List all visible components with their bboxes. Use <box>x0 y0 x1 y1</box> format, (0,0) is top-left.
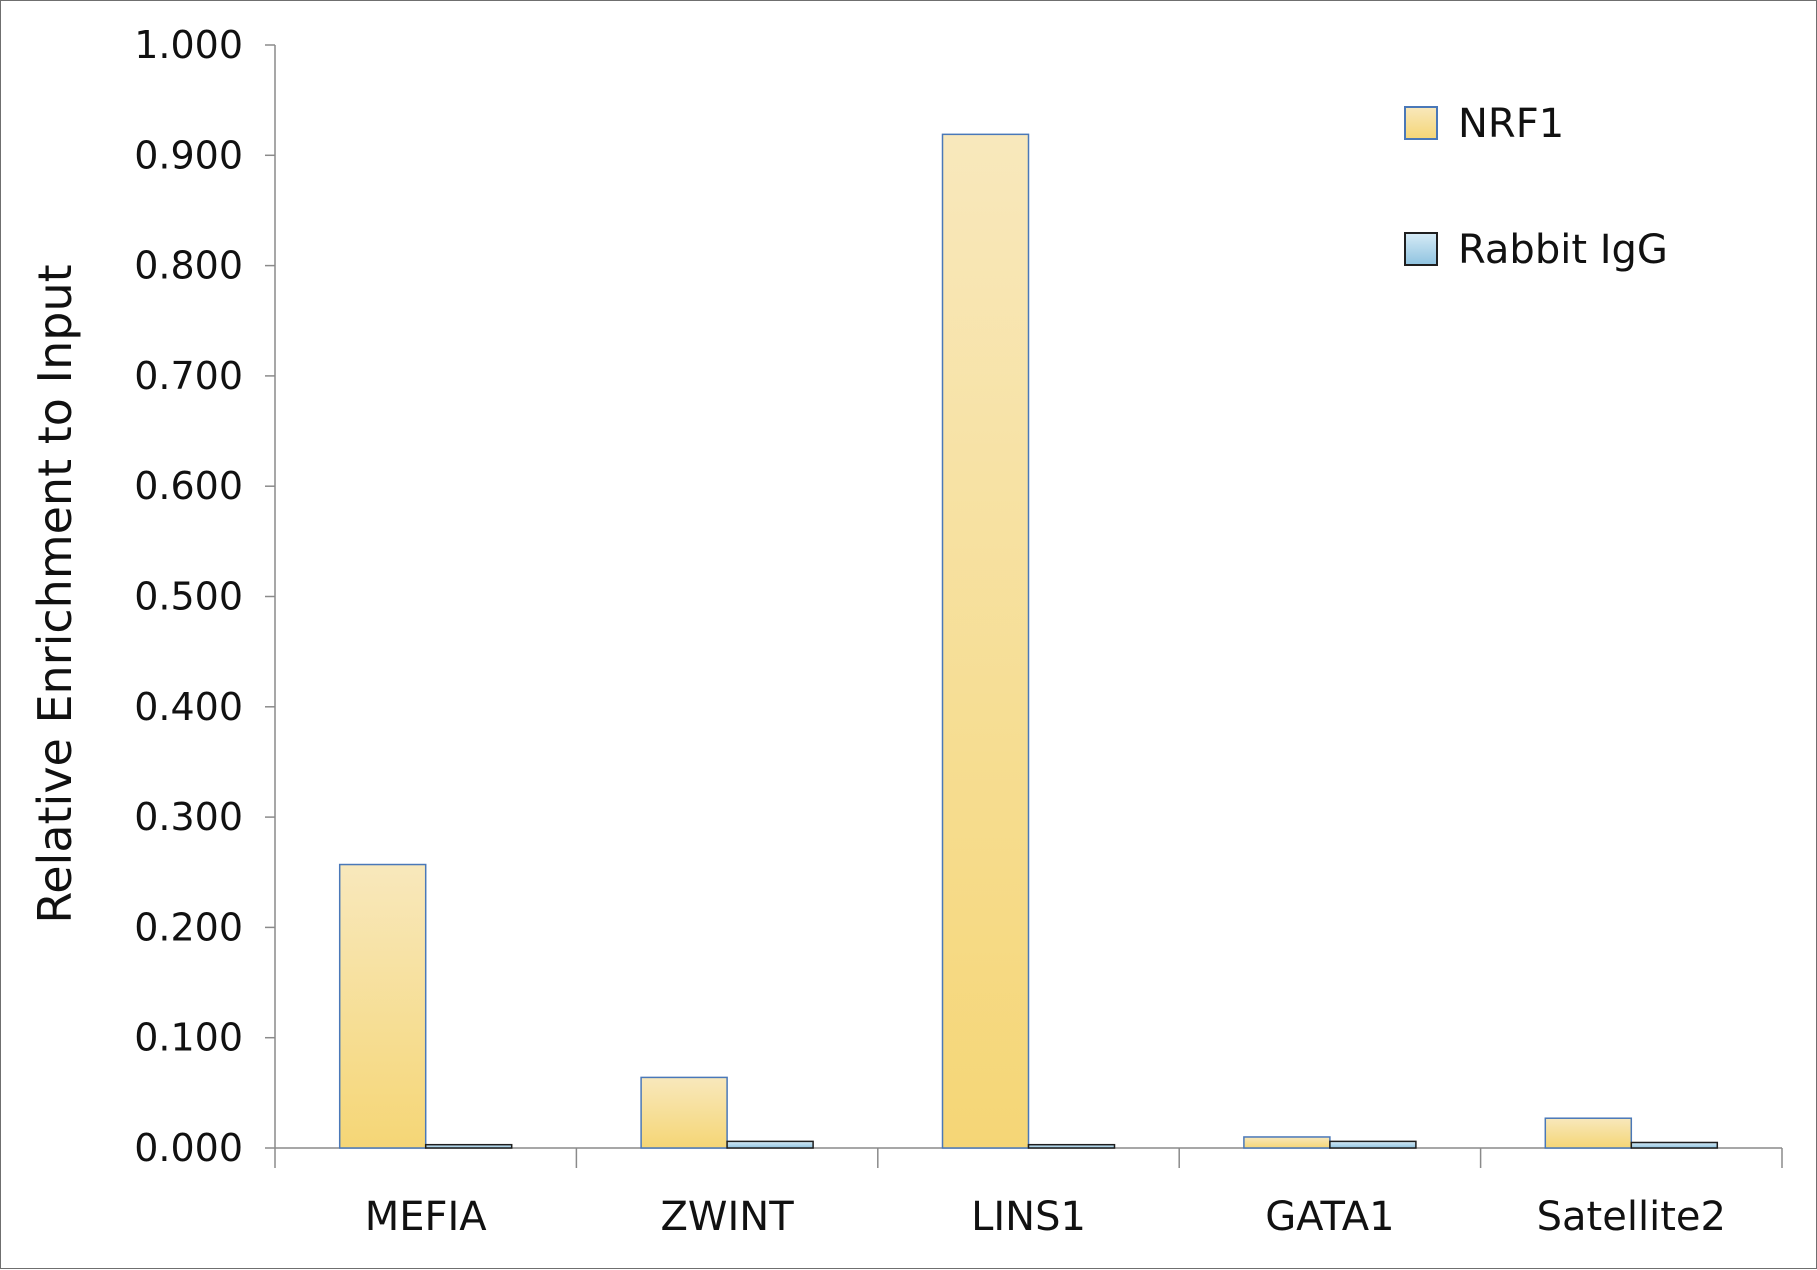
y-tick-label: 0.200 <box>134 905 243 949</box>
x-tick-label: LINS1 <box>971 1194 1086 1240</box>
y-tick-label: 0.700 <box>134 354 243 398</box>
y-tick-label: 0.300 <box>134 795 243 839</box>
bar-rabbit-igg-mefia <box>424 1143 513 1149</box>
x-tick-label: ZWINT <box>661 1194 795 1240</box>
y-tick-label: 1.000 <box>134 23 243 67</box>
x-tick-label: Satellite2 <box>1537 1194 1726 1240</box>
x-axis: MEFIA ZWINT LINS1 GATA1 Satellite2 <box>274 1147 1783 1240</box>
bars <box>338 133 1719 1149</box>
y-axis-title: Relative Enrichment to Input <box>28 264 82 923</box>
bar-nrf1-satellite2 <box>1544 1117 1633 1149</box>
bar-nrf1-lins1 <box>941 133 1030 1149</box>
y-tick-label: 0.900 <box>134 133 243 177</box>
x-tick-label: MEFIA <box>365 1194 488 1240</box>
bar-rabbit-igg-satellite2 <box>1630 1141 1719 1149</box>
bar-rabbit-igg-zwint <box>726 1140 814 1149</box>
x-tick-label: GATA1 <box>1265 1194 1394 1240</box>
legend-swatch <box>1404 106 1438 140</box>
bar-nrf1-mefia <box>338 863 427 1149</box>
y-tick-label: 0.400 <box>134 685 243 729</box>
legend: NRF1 Rabbit IgG <box>1404 101 1668 273</box>
legend-label: Rabbit IgG <box>1458 227 1668 273</box>
bar-nrf1-zwint <box>640 1076 728 1149</box>
y-tick-label: 0.800 <box>134 244 243 288</box>
y-tick-label: 0.000 <box>134 1126 243 1170</box>
bar-nrf1-gata1 <box>1243 1136 1331 1149</box>
legend-label: NRF1 <box>1458 101 1564 147</box>
bar-rabbit-igg-gata1 <box>1329 1140 1417 1149</box>
y-tick-label: 0.500 <box>134 575 243 619</box>
y-tick-label: 0.100 <box>134 1016 243 1060</box>
bar-rabbit-igg-lins1 <box>1027 1143 1116 1149</box>
y-tick-label: 0.600 <box>134 464 243 508</box>
y-axis: 0.000 0.100 0.200 0.300 0.400 0.500 0.600 0.700… <box>134 23 276 1170</box>
legend-swatch <box>1404 232 1438 266</box>
